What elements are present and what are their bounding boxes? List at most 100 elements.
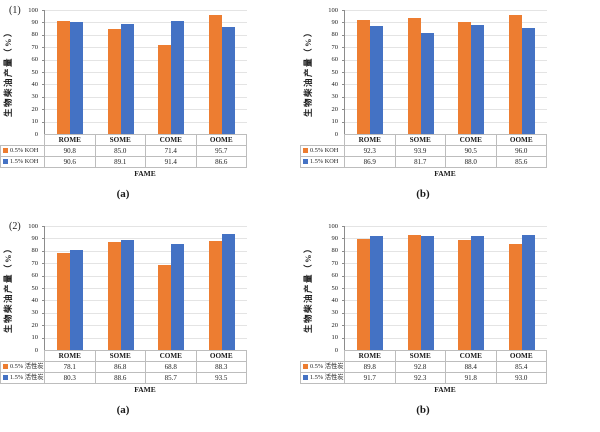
- y-tick-label: 60: [31, 56, 39, 64]
- y-tick-label: 0: [334, 130, 338, 138]
- y-axis-ticks: 100 90 80 70 60 50 40 30 20 10 0: [15, 7, 42, 138]
- y-tick-label: 30: [331, 93, 339, 101]
- category-header: ROME: [344, 134, 396, 146]
- y-tick-label: 10: [31, 334, 39, 342]
- gridline: [345, 109, 547, 111]
- axis-tick-mark: [42, 226, 45, 227]
- value-cell: 91.7: [344, 372, 396, 384]
- gridline: [45, 84, 247, 86]
- gridline: [45, 300, 247, 302]
- category-header: OOME: [195, 350, 247, 362]
- gridline: [345, 288, 547, 289]
- value-cell: 92.3: [344, 145, 396, 157]
- y-axis-title: 生物柴油产量（%）: [301, 10, 315, 134]
- y-tick-label: 20: [31, 321, 39, 329]
- y-tick-label: 50: [331, 68, 339, 76]
- legend-swatch-icon: [303, 374, 308, 380]
- table-series-row: 1.5% KOH 90.6 89.1 91.4 86.6: [0, 156, 247, 168]
- x-axis-title: FAME: [434, 169, 456, 178]
- subfigure-caption: (b): [416, 188, 430, 200]
- gridline: [45, 59, 247, 61]
- axis-tick-mark: [42, 263, 45, 265]
- y-tick-label: 0: [34, 346, 38, 354]
- value-cell: 96.0: [495, 145, 547, 157]
- y-tick-label: 80: [31, 31, 39, 39]
- table-corner-cell: [300, 350, 345, 362]
- y-axis-title-text: 生物柴油产量（%）: [3, 242, 13, 334]
- y-tick-label: 100: [328, 6, 338, 14]
- y-axis-title-text: 生物柴油产量（%）: [3, 26, 13, 118]
- y-axis-ticks: 100 90 80 70 60 50 40 30 20 10 0: [315, 6, 342, 138]
- bar-0.5%-KOH-ROME: [357, 19, 371, 134]
- value-cell: 90.5: [445, 145, 497, 157]
- table-header-row: ROME SOME COME OOME: [0, 350, 247, 362]
- gridline: [345, 96, 547, 98]
- y-axis-title: 生物柴油产量（%）: [1, 10, 15, 134]
- value-cell: 93.5: [195, 372, 247, 384]
- axis-tick-mark: [342, 47, 345, 49]
- y-tick-label: 100: [28, 222, 38, 230]
- axis-tick-mark: [42, 59, 45, 61]
- value-cell: 93.9: [394, 145, 446, 157]
- legend-label: 0.5% KOH: [310, 147, 339, 154]
- y-tick-label: 10: [31, 118, 39, 126]
- plot-area: [42, 10, 247, 135]
- y-axis-title-text: 生物柴油产量（%）: [303, 26, 313, 118]
- value-cell: 85.4: [495, 361, 547, 373]
- table-header-row: ROME SOME COME OOME: [300, 134, 547, 146]
- y-tick-label: 30: [331, 309, 339, 317]
- axis-tick-mark: [42, 337, 45, 339]
- chart-1a: (1) 生物柴油产量（%） 100 90 80 70 60 50 40 30 20 10 0 ROM…: [0, 0, 300, 216]
- y-tick-label: 50: [31, 68, 39, 76]
- axis-tick-mark: [342, 300, 345, 302]
- gridline: [345, 312, 547, 314]
- gridline: [45, 121, 247, 123]
- gridline: [45, 238, 247, 240]
- value-cell: 86.6: [195, 156, 247, 168]
- data-table-legend: ROME SOME COME OOME 0.5% KOH 90.8 85.0 71.4 95.7…: [0, 134, 247, 168]
- bar-0.5%-KOH-OOME: [508, 14, 522, 134]
- bar-1.5%-KOH-OOME: [221, 26, 235, 134]
- gridline: [45, 337, 247, 339]
- bar-0.5%-活性炭-SOME: [407, 234, 421, 350]
- y-tick-label: 20: [331, 105, 339, 113]
- legend-cell: 1.5% KOH: [300, 156, 345, 168]
- axis-tick-mark: [342, 59, 345, 61]
- y-tick-label: 40: [331, 80, 339, 88]
- bar-1.5%-活性炭-SOME: [120, 240, 134, 350]
- legend-swatch-icon: [3, 158, 8, 164]
- table-series-row: 0.5% 活性炭 89.8 92.8 88.4 85.4: [300, 361, 547, 373]
- legend-label: 1.5% KOH: [10, 158, 39, 165]
- x-axis-title: FAME: [134, 385, 156, 394]
- bar-0.5%-KOH-SOME: [107, 28, 121, 134]
- gridline: [345, 226, 547, 227]
- table-series-row: 1.5% 活性炭 80.3 88.6 85.7 93.5: [0, 372, 247, 384]
- y-tick-label: 40: [331, 296, 339, 304]
- gridline: [45, 47, 247, 49]
- axis-tick-mark: [342, 325, 345, 327]
- gridline: [45, 34, 247, 36]
- bar-0.5%-KOH-COME: [158, 45, 172, 134]
- y-tick-label: 60: [331, 56, 339, 64]
- table-corner-cell: [0, 134, 45, 146]
- axis-tick-mark: [42, 96, 45, 98]
- legend-cell: 0.5% KOH: [0, 145, 45, 157]
- gridline: [345, 238, 547, 240]
- legend-swatch-icon: [3, 374, 8, 380]
- bar-0.5%-活性炭-OOME: [508, 244, 522, 350]
- y-axis-title: 生物柴油产量（%）: [1, 226, 15, 350]
- value-cell: 68.8: [145, 361, 197, 373]
- bar-1.5%-KOH-SOME: [120, 23, 134, 134]
- table-header-row: ROME SOME COME OOME: [0, 134, 247, 146]
- table-header-row: ROME SOME COME OOME: [300, 350, 547, 362]
- legend-swatch-icon: [3, 363, 8, 369]
- y-tick-label: 0: [34, 130, 38, 138]
- gridline: [345, 59, 547, 61]
- chart-1b: 生物柴油产量（%） 100 90 80 70 60 50 40 30 20 10 0 ROME SOM…: [300, 0, 600, 216]
- value-cell: 89.8: [344, 361, 396, 373]
- legend-swatch-icon: [3, 147, 8, 153]
- axis-tick-mark: [342, 72, 345, 73]
- bar-1.5%-活性炭-COME: [471, 236, 485, 350]
- value-cell: 85.0: [94, 145, 146, 157]
- category-header: COME: [445, 350, 497, 362]
